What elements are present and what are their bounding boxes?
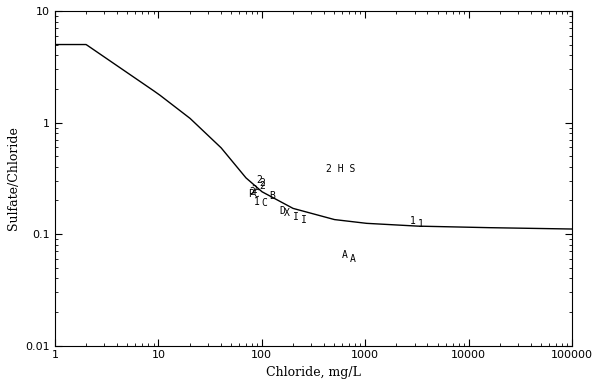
Text: 1: 1 xyxy=(410,217,416,226)
Text: C: C xyxy=(262,198,268,208)
Text: D: D xyxy=(280,206,285,216)
Text: A: A xyxy=(341,250,347,260)
Text: PC: PC xyxy=(248,189,259,199)
Text: 2 H S: 2 H S xyxy=(326,164,356,174)
Text: 1: 1 xyxy=(418,219,424,229)
Text: 2: 2 xyxy=(260,178,265,188)
Text: 1: 1 xyxy=(253,197,259,207)
Text: I: I xyxy=(301,215,307,225)
Text: 2: 2 xyxy=(252,185,257,195)
Text: X: X xyxy=(284,208,290,218)
Text: 2: 2 xyxy=(249,187,255,197)
Text: 2: 2 xyxy=(260,181,265,191)
Y-axis label: Sulfate/Chloride: Sulfate/Chloride xyxy=(7,126,20,230)
Text: B: B xyxy=(269,191,275,201)
Text: 2: 2 xyxy=(256,175,262,185)
X-axis label: Chloride, mg/L: Chloride, mg/L xyxy=(266,366,361,379)
Text: A: A xyxy=(350,254,356,264)
Text: I: I xyxy=(293,212,299,222)
